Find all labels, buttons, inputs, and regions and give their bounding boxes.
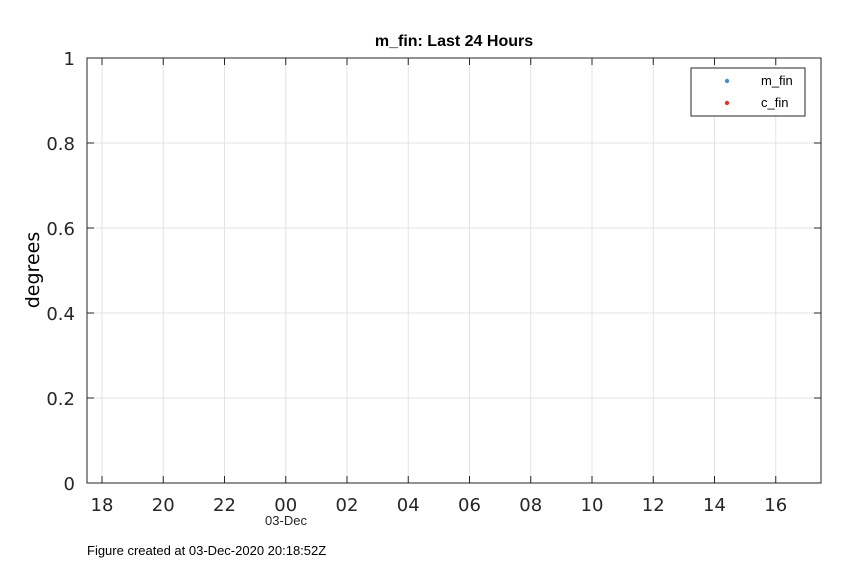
y-axis-label: degrees (22, 232, 44, 308)
plot-area (87, 58, 821, 483)
y-tick-label: 0.6 (46, 219, 75, 240)
x-tick-label: 10 (581, 495, 604, 516)
x-tick-labels: 18 20 22 00 02 04 06 08 10 12 14 16 (91, 495, 788, 516)
axes-frame (86, 57, 822, 484)
figure-caption: Figure created at 03-Dec-2020 20:18:52Z (87, 543, 326, 558)
legend: m_fin c_fin (690, 67, 806, 117)
y-tick-label: 0 (64, 474, 75, 495)
x-tick-label: 02 (336, 495, 359, 516)
y-tick-label: 1 (64, 49, 75, 70)
x-tick-label: 22 (213, 495, 236, 516)
x-tick-label: 14 (703, 495, 726, 516)
x-tick-label: 12 (642, 495, 665, 516)
x-tick-label: 16 (764, 495, 787, 516)
x-tick-label: 20 (152, 495, 175, 516)
legend-marker-c-fin (724, 100, 730, 106)
legend-marker-m-fin (724, 78, 730, 84)
x-tick-label: 06 (458, 495, 481, 516)
legend-box (690, 67, 806, 117)
y-tick-label: 0.4 (46, 304, 75, 325)
y-tick-labels: 1 0.8 0.6 0.4 0.2 0 (46, 49, 75, 495)
legend-label-m-fin: m_fin (761, 73, 793, 88)
legend-label-c-fin: c_fin (761, 95, 788, 110)
tick-marks (87, 57, 821, 484)
x-tick-label: 18 (91, 495, 114, 516)
x-tick-label: 08 (519, 495, 542, 516)
y-tick-label: 0.8 (46, 134, 75, 155)
chart-title: m_fin: Last 24 Hours (375, 33, 533, 50)
x-tick-label: 00 (274, 495, 297, 516)
x-tick-label: 04 (397, 495, 420, 516)
y-tick-label: 0.2 (46, 389, 75, 410)
x-date-label: 03-Dec (265, 513, 307, 528)
